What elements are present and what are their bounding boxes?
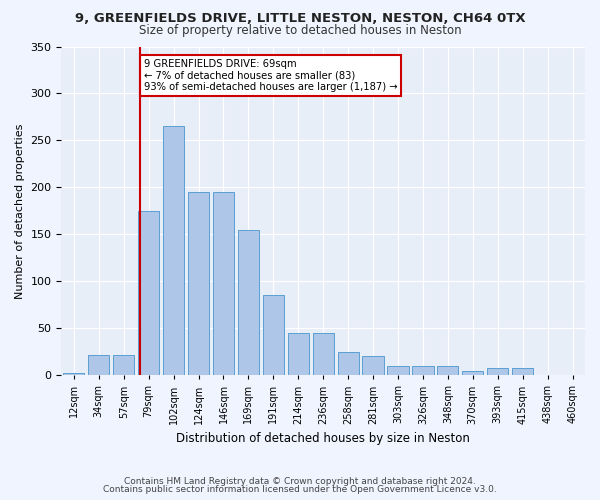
Bar — [88, 354, 109, 376]
Bar — [138, 211, 159, 376]
Text: 9 GREENFIELDS DRIVE: 69sqm
← 7% of detached houses are smaller (83)
93% of semi-: 9 GREENFIELDS DRIVE: 69sqm ← 7% of detac… — [143, 58, 397, 92]
Bar — [487, 368, 508, 376]
Bar — [238, 230, 259, 376]
Bar — [338, 352, 359, 376]
Bar — [63, 374, 85, 376]
Bar — [462, 370, 484, 376]
Bar — [437, 366, 458, 376]
Text: Contains HM Land Registry data © Crown copyright and database right 2024.: Contains HM Land Registry data © Crown c… — [124, 477, 476, 486]
Bar — [287, 333, 309, 376]
Bar — [313, 333, 334, 376]
Text: 9, GREENFIELDS DRIVE, LITTLE NESTON, NESTON, CH64 0TX: 9, GREENFIELDS DRIVE, LITTLE NESTON, NES… — [74, 12, 526, 26]
Y-axis label: Number of detached properties: Number of detached properties — [15, 123, 25, 298]
Bar — [263, 296, 284, 376]
Bar — [163, 126, 184, 376]
Text: Contains public sector information licensed under the Open Government Licence v3: Contains public sector information licen… — [103, 485, 497, 494]
Bar — [412, 366, 434, 376]
Bar — [512, 368, 533, 376]
X-axis label: Distribution of detached houses by size in Neston: Distribution of detached houses by size … — [176, 432, 470, 445]
Bar — [362, 356, 383, 376]
Bar — [188, 192, 209, 376]
Bar — [388, 366, 409, 376]
Text: Size of property relative to detached houses in Neston: Size of property relative to detached ho… — [139, 24, 461, 37]
Bar — [113, 354, 134, 376]
Bar — [213, 192, 234, 376]
